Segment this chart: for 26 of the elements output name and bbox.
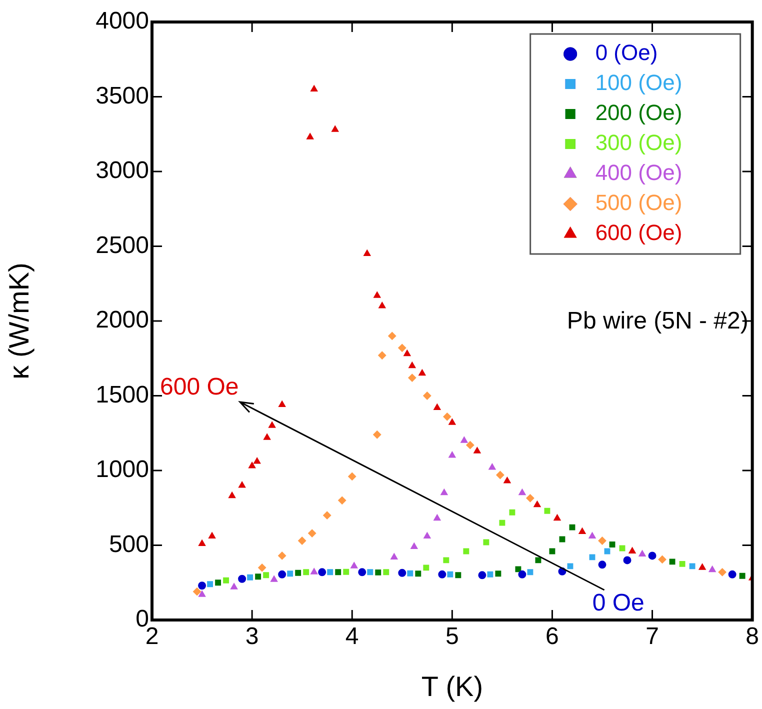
y-axis-title: κ (W/mK) xyxy=(4,262,35,380)
x-tick-label: 3 xyxy=(245,623,259,650)
y-tick-label: 4000 xyxy=(96,8,149,35)
legend-label: 600 (Oe) xyxy=(595,220,682,246)
x-tick-label: 7 xyxy=(646,623,659,650)
x-tick-label: 5 xyxy=(445,623,459,650)
x-tick-label: 4 xyxy=(345,623,359,650)
y-tick-label: 3000 xyxy=(96,157,149,184)
y-tick-label: 500 xyxy=(108,530,149,558)
x-tick-label: 8 xyxy=(746,623,760,650)
legend-label: 200 (Oe) xyxy=(595,100,682,126)
legend-label: 0 (Oe) xyxy=(595,40,658,66)
legend-label: 300 (Oe) xyxy=(595,130,682,156)
annotation: 600 Oe xyxy=(160,374,239,401)
annotation: Pb wire (5N - #2) xyxy=(566,308,748,335)
y-tick-label: 3500 xyxy=(96,82,149,110)
y-tick-label: 2500 xyxy=(96,232,149,259)
legend-label: 100 (Oe) xyxy=(595,70,682,96)
legend-label: 400 (Oe) xyxy=(595,160,682,186)
x-tick-label: 6 xyxy=(546,623,559,650)
annotation: 0 Oe xyxy=(592,590,644,617)
y-tick-label: 1500 xyxy=(96,381,149,408)
x-axis-title: T (K) xyxy=(421,670,484,702)
y-tick-label: 2000 xyxy=(96,306,149,334)
y-tick-label: 1000 xyxy=(96,456,149,484)
legend-label: 500 (Oe) xyxy=(595,190,682,216)
